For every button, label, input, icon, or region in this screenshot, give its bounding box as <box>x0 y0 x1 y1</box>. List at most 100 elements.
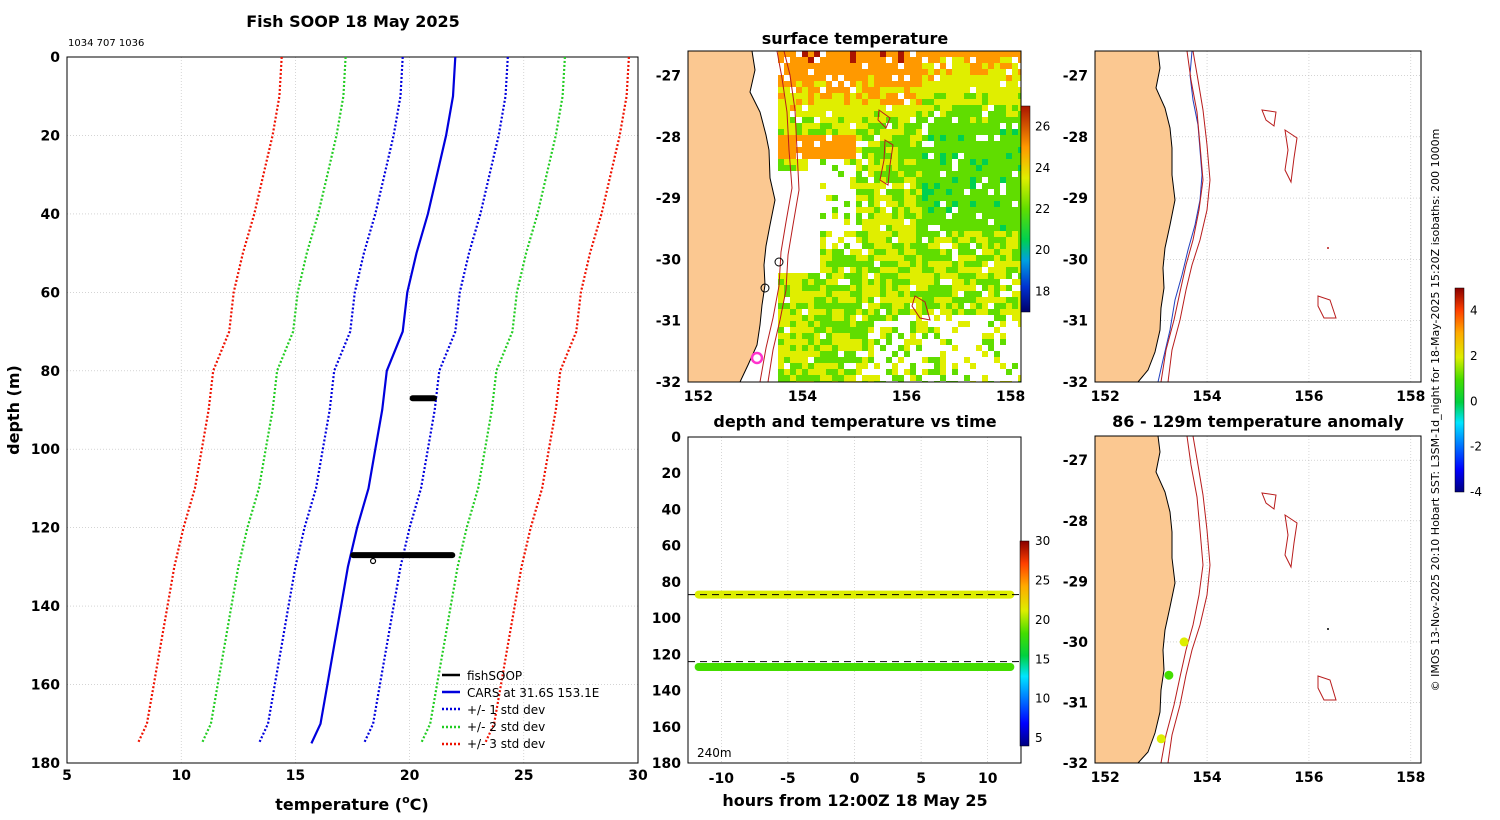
sst-cell <box>964 165 970 171</box>
sst-cell <box>910 147 916 153</box>
sst-cell <box>904 249 910 255</box>
sst-cell <box>1018 309 1021 315</box>
sst-cell <box>946 165 952 171</box>
sst-cell <box>790 357 796 363</box>
sst-cell <box>862 147 868 153</box>
sst-cell <box>910 153 916 159</box>
sst-cell <box>862 123 868 129</box>
sst-cell <box>844 339 850 345</box>
sst-cell <box>910 87 916 93</box>
sst-cell <box>874 339 880 345</box>
sst-cell <box>946 147 952 153</box>
sst-cell <box>808 153 814 159</box>
sst-cell <box>946 111 952 117</box>
sst-cell <box>778 57 784 63</box>
sst-cell <box>904 189 910 195</box>
sst-cell <box>928 105 934 111</box>
sst-cell <box>1000 63 1006 69</box>
sst-cell <box>916 153 922 159</box>
sst-cell <box>1012 51 1018 57</box>
sst-cell <box>952 123 958 129</box>
sst-cell <box>784 303 790 309</box>
sst-cell <box>1006 201 1012 207</box>
sst-cell <box>970 249 976 255</box>
sst-cell <box>1006 261 1012 267</box>
sst-cell <box>922 201 928 207</box>
colorbar-tick-label: -2 <box>1470 440 1482 454</box>
sst-cell <box>922 309 928 315</box>
sst-cell <box>838 141 844 147</box>
sst-cell <box>874 213 880 219</box>
sst-cell <box>814 321 820 327</box>
sst-cell <box>1000 147 1006 153</box>
sst-cell <box>898 177 904 183</box>
sst-cell <box>808 51 814 57</box>
sst-cell <box>820 69 826 75</box>
sst-cell <box>874 375 880 381</box>
sst-cell <box>868 141 874 147</box>
sst-cell <box>862 111 868 117</box>
sst-cell <box>808 93 814 99</box>
sst-cell <box>940 129 946 135</box>
map-xtick-label: 152 <box>1091 389 1120 405</box>
sst-cell <box>868 309 874 315</box>
sst-cell <box>976 297 982 303</box>
sst-cell <box>958 183 964 189</box>
sst-cell <box>802 315 808 321</box>
sst-cell <box>832 195 838 201</box>
sst-cell <box>856 285 862 291</box>
sst-cell <box>916 51 922 57</box>
sst-cell <box>952 261 958 267</box>
sst-cell <box>790 153 796 159</box>
sst-cell <box>874 153 880 159</box>
sst-cell <box>892 63 898 69</box>
sst-cell <box>826 249 832 255</box>
colorbar-tick-label: 15 <box>1035 652 1050 666</box>
sst-cell <box>1018 183 1021 189</box>
sst-cell <box>904 123 910 129</box>
sst-cell <box>790 63 796 69</box>
sst-cell <box>844 261 850 267</box>
sst-cell <box>778 99 784 105</box>
sst-cell <box>916 99 922 105</box>
sst-cell <box>904 291 910 297</box>
sst-cell <box>976 255 982 261</box>
sst-cell <box>796 363 802 369</box>
sst-cell <box>880 87 886 93</box>
colorbar-tick-label: 4 <box>1470 304 1478 318</box>
sst-cell <box>808 147 814 153</box>
sst-cell <box>808 81 814 87</box>
sst-cell <box>874 69 880 75</box>
sst-cell <box>808 327 814 333</box>
sst-cell <box>784 285 790 291</box>
anom-land <box>1095 436 1176 763</box>
sst-cell <box>988 279 994 285</box>
sst-cell <box>988 183 994 189</box>
sst-cell <box>796 93 802 99</box>
sst-cell <box>928 369 934 375</box>
sst-cell <box>838 117 844 123</box>
sst-cell <box>892 225 898 231</box>
sst-cell <box>790 123 796 129</box>
sst-cell <box>940 267 946 273</box>
sst-cell <box>964 63 970 69</box>
sst-cell <box>988 285 994 291</box>
sst-cell <box>778 75 784 81</box>
sst-cell <box>1012 261 1018 267</box>
sst-cell <box>1012 63 1018 69</box>
sst-cell <box>988 57 994 63</box>
sst-cell <box>874 99 880 105</box>
sst-cell <box>958 279 964 285</box>
sst-cell <box>928 51 934 57</box>
sst-cell <box>802 51 808 57</box>
sst-cell <box>880 69 886 75</box>
sst-cell <box>1012 225 1018 231</box>
sst-cell <box>838 357 844 363</box>
sst-cell <box>934 147 940 153</box>
sst-cell <box>910 249 916 255</box>
sst-cell <box>838 129 844 135</box>
sst-cell <box>904 279 910 285</box>
sst-cell <box>982 309 988 315</box>
sst-cell <box>868 195 874 201</box>
sst-cell <box>778 309 784 315</box>
